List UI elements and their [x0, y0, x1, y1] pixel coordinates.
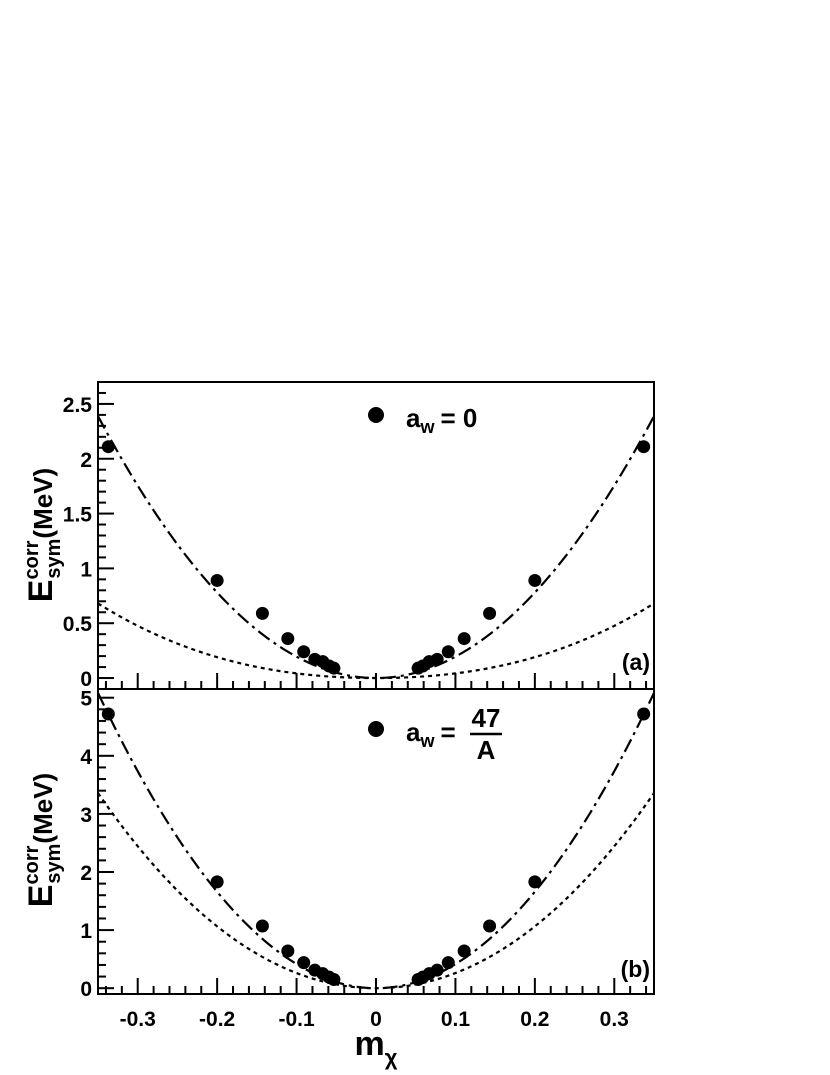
y-tick-label: 2 [80, 449, 92, 472]
legend-a-marker [368, 407, 384, 423]
data-point [457, 632, 471, 646]
data-point [430, 963, 444, 977]
legend-a-sub: w [419, 417, 435, 437]
legend-b-text: aw = [406, 717, 456, 751]
data-point [637, 440, 651, 454]
y-tick-label: 0 [80, 668, 92, 691]
ylabel-a-unit: (MeV) [28, 468, 58, 539]
y-tick-label: 4 [80, 746, 92, 769]
legend-b-sub: w [419, 731, 435, 751]
data-point [101, 440, 115, 454]
data-point [528, 875, 542, 889]
data-point [441, 645, 455, 659]
x-tick-label: 0.3 [600, 1008, 629, 1031]
ylabel-a-main: E [22, 580, 60, 603]
panel-b-ticks [98, 696, 648, 994]
panel-b-curves [98, 692, 654, 990]
panel-b-ytick-labels: 0 1 2 3 4 5 [80, 688, 92, 1001]
data-point [210, 573, 224, 587]
dotted-fit-curve [98, 792, 654, 990]
panel-a-frame [97, 381, 655, 690]
data-point [327, 661, 341, 675]
y-tick-label: 1.5 [63, 504, 93, 527]
panel-a-ylabel: Ecorrsym(MeV) [21, 468, 65, 602]
ylabel-b-unit: (MeV) [28, 773, 58, 844]
y-tick-label: 5 [80, 688, 92, 711]
panel-b-points [101, 707, 651, 986]
panel-a-label: (a) [622, 649, 650, 675]
x-tick-label: 0.2 [520, 1008, 549, 1031]
xlabel-main: m [355, 1025, 385, 1063]
data-point [255, 606, 269, 620]
y-tick-label: 1 [80, 558, 92, 581]
data-point [297, 645, 311, 659]
legend-b-denominator: A [477, 735, 496, 765]
x-axis-title: mχ [355, 1025, 398, 1070]
xlabel-sub: χ [385, 1045, 398, 1070]
legend-a-rel: = 0 [440, 403, 477, 433]
x-tick-label: -0.3 [120, 1008, 156, 1031]
ylabel-a-sup: corr [21, 540, 43, 579]
data-point [441, 956, 455, 970]
panel-a: 0 0.5 1 1.5 2 2.5 Ecorrsym(MeV) aw = 0 (a) [21, 381, 655, 691]
data-point [637, 707, 651, 721]
data-point [281, 944, 295, 958]
legend-b-rel: = [440, 717, 455, 747]
panel-a-ytick-labels: 0 0.5 1 1.5 2 2.5 [63, 394, 93, 691]
panel-a-ticks [98, 381, 648, 689]
data-point [210, 875, 224, 889]
data-point [528, 573, 542, 587]
panel-a-curves [98, 415, 654, 680]
dashdot-fit-curve [98, 415, 654, 680]
y-tick-label: 0 [80, 978, 92, 1001]
panel-b: 0 1 2 3 4 5 -0.3 -0.2 -0.1 0 0.1 0.2 0.3 Ecorrsym(M… [21, 688, 655, 1031]
data-point [457, 944, 471, 958]
x-tick-label: 0.1 [441, 1008, 471, 1031]
panel-b-label: (b) [621, 956, 650, 982]
x-tick-label: -0.1 [278, 1008, 315, 1031]
panel-a-legend: aw = 0 [368, 403, 477, 437]
panel-b-xtick-labels: -0.3 -0.2 -0.1 0 0.1 0.2 0.3 [120, 1008, 629, 1031]
y-tick-label: 2.5 [63, 394, 93, 417]
data-point [327, 972, 341, 986]
data-point [483, 606, 497, 620]
legend-a-text: aw = 0 [406, 403, 477, 437]
x-tick-label: -0.2 [199, 1008, 235, 1031]
y-tick-label: 1 [80, 920, 92, 943]
ylabel-a-sub: sym [43, 539, 65, 579]
data-point [101, 707, 115, 721]
legend-b-numerator: 47 [472, 703, 501, 733]
data-point [281, 632, 295, 646]
dashdot-fit-curve [98, 692, 654, 990]
legend-a-symbol: a [406, 403, 421, 433]
data-point [483, 919, 497, 933]
data-point [255, 919, 269, 933]
dotted-fit-curve [98, 602, 654, 680]
ylabel-b-main: E [22, 885, 60, 908]
ylabel-b-sup: corr [21, 845, 43, 884]
data-point [297, 956, 311, 970]
data-point [430, 652, 444, 666]
panel-b-ylabel: Ecorrsym(MeV) [21, 773, 65, 907]
y-tick-label: 0.5 [63, 613, 93, 636]
legend-b-symbol: a [406, 717, 421, 747]
y-tick-label: 2 [80, 862, 92, 885]
legend-b-marker [368, 721, 384, 737]
y-tick-label: 3 [80, 804, 92, 827]
ylabel-b-sub: sym [43, 844, 65, 884]
x-tick-label: 0 [370, 1008, 382, 1031]
panel-a-points [101, 440, 651, 675]
panel-b-legend: aw = 47 A [368, 703, 502, 765]
